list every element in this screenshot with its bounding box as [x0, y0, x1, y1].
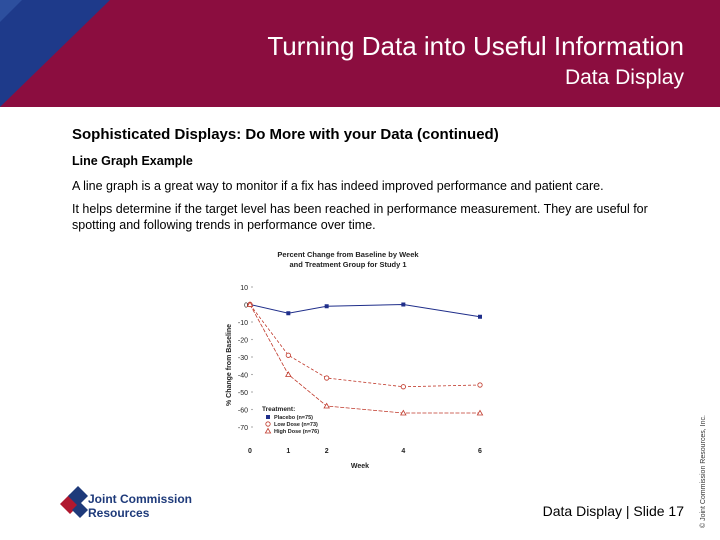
chart-x-tick-label: 0: [248, 448, 252, 455]
logo-text-line1: Joint Commission: [88, 492, 193, 506]
chart-y-tick-mark: [251, 286, 253, 288]
chart-data-point-0: [478, 314, 482, 319]
chart-x-tick-label: 4: [401, 448, 405, 455]
chart-y-tick-mark: [251, 408, 253, 411]
chart-data-point-0: [324, 304, 329, 309]
chart-legend-label: High Dose (n=76): [274, 429, 319, 435]
chart-y-tick-label: -20: [238, 338, 248, 345]
paragraph-2: It helps determine if the target level h…: [72, 202, 648, 232]
chart-y-axis-label: % Change from Baseline: [226, 324, 233, 406]
chart-y-tick-label: 0: [244, 303, 248, 310]
chart-y-tick-mark: [251, 321, 253, 323]
chart-y-tick-label: -50: [238, 390, 248, 397]
paragraph-1: A line graph is a great way to monitor i…: [72, 179, 604, 193]
logo-text-line2: Resources: [88, 506, 150, 520]
chart-x-tick-label: 6: [478, 448, 482, 455]
chart-data-point-1: [324, 375, 330, 381]
chart-y-tick-mark: [251, 373, 253, 376]
chart-data-point-2: [285, 371, 292, 377]
chart-x-axis-label: Week: [351, 463, 369, 470]
chart-legend-label: Placebo (n=75): [274, 415, 313, 421]
chart-legend-marker: [266, 415, 270, 419]
chart-series-line-0: [249, 303, 481, 318]
chart-y-tick-label: -60: [238, 408, 248, 415]
chart-legend-label: Low Dose (n=73): [274, 422, 318, 428]
chart-series-line-2: [249, 304, 480, 414]
slide-subtitle: Data Display: [564, 66, 684, 89]
chart-legend-title: Treatment:: [262, 406, 295, 413]
chart-y-tick-label: -40: [238, 373, 248, 380]
chart-x-tick-label: 2: [325, 448, 329, 455]
jcr-logo-icon: [60, 486, 88, 518]
line-chart: Percent Change from Baseline by Week and …: [218, 245, 498, 475]
chart-y-tick-mark: [251, 338, 253, 341]
chart-data-point-2: [246, 301, 254, 307]
sub-heading: Line Graph Example: [72, 154, 193, 168]
chart-data-point-1: [400, 384, 406, 390]
chart-y-tick-mark: [251, 391, 253, 393]
chart-title-line1: Percent Change from Baseline by Week: [277, 250, 419, 259]
chart-x-tick-label: 1: [286, 448, 290, 455]
chart-data-point-2: [400, 409, 407, 416]
chart-y-tick-label: -70: [238, 425, 248, 432]
chart-legend-marker: [264, 427, 272, 434]
chart-data-point-1: [285, 352, 291, 358]
chart-y-tick-label: 10: [240, 285, 248, 292]
chart-data-point-0: [286, 311, 291, 316]
copyright-notice: © Joint Commission Resources, Inc.: [700, 415, 707, 528]
chart-data-point-2: [323, 402, 330, 409]
chart-y-tick-label: -30: [238, 355, 248, 362]
slide-title: Turning Data into Useful Information: [267, 31, 684, 61]
section-heading: Sophisticated Displays: Do More with you…: [72, 126, 499, 143]
chart-y-tick-label: -10: [238, 320, 248, 327]
slide-number-label: Data Display | Slide 17: [542, 503, 684, 519]
chart-data-point-2: [476, 409, 484, 416]
chart-series-line-1: [249, 304, 481, 388]
chart-legend-marker: [265, 421, 271, 427]
line-chart-svg: Percent Change from Baseline by Weekand …: [226, 250, 484, 470]
chart-data-point-0: [401, 302, 406, 307]
header-corner-graphic: [0, 0, 110, 107]
header-banner: Turning Data into Useful Information Dat…: [0, 0, 720, 107]
chart-data-point-1: [477, 382, 483, 388]
chart-title-line2: and Treatment Group for Study 1: [289, 260, 406, 269]
chart-y-tick-mark: [251, 426, 253, 428]
chart-y-tick-mark: [251, 356, 253, 358]
